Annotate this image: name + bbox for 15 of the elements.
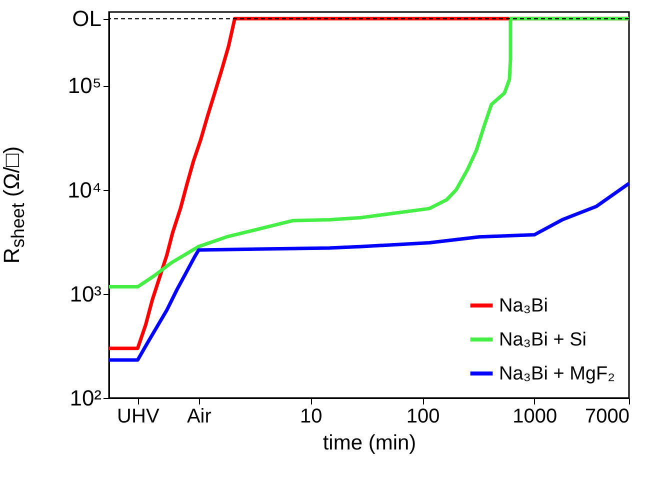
x-tick-label: 1000 — [512, 406, 558, 428]
x-tick-label: Air — [186, 406, 212, 428]
y-tick-label: 10⁵ — [68, 73, 102, 98]
legend-label: Na₃Bi — [499, 296, 548, 316]
y-tick-label: 10² — [70, 386, 102, 410]
y-tick-label: OL — [72, 6, 102, 32]
x-tick-label: 7000 — [585, 406, 630, 428]
y-tick-label: 10³ — [70, 281, 102, 306]
legend-label: Na₃Bi + Si — [499, 330, 586, 350]
x-tick-label: 10 — [300, 406, 322, 428]
x-tick-label: UHV — [117, 406, 160, 428]
x-axis-title: time (min) — [322, 432, 416, 454]
y-tick-label: 10⁴ — [68, 177, 102, 202]
legend-label: Na₃Bi + MgF₂ — [499, 364, 615, 384]
x-tick-label: 100 — [406, 406, 440, 428]
